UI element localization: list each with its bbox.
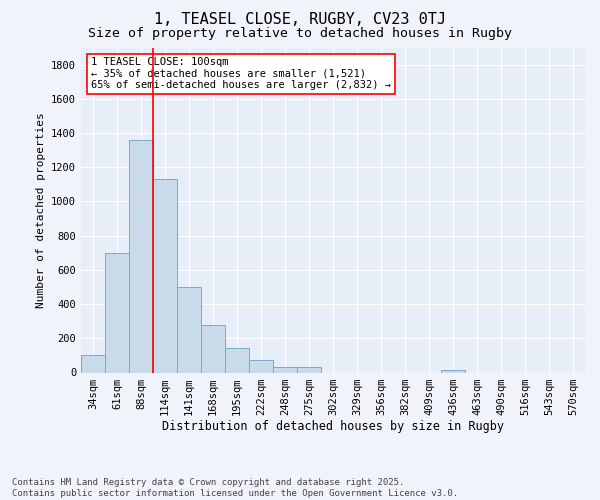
Bar (297, 368, 321, 372)
Bar (273, 366, 297, 372)
X-axis label: Distribution of detached houses by size in Rugby: Distribution of detached houses by size … (162, 420, 504, 434)
Bar (129, 140, 153, 372)
Bar (177, 287, 201, 372)
Bar (81, 356, 105, 372)
Bar (153, 179, 177, 372)
Bar (201, 324, 225, 372)
Text: 1 TEASEL CLOSE: 100sqm
← 35% of detached houses are smaller (1,521)
65% of semi-: 1 TEASEL CLOSE: 100sqm ← 35% of detached… (91, 57, 391, 90)
Bar (225, 348, 249, 372)
Text: 1, TEASEL CLOSE, RUGBY, CV23 0TJ: 1, TEASEL CLOSE, RUGBY, CV23 0TJ (154, 12, 446, 28)
Y-axis label: Number of detached properties: Number of detached properties (35, 112, 46, 308)
Text: Contains HM Land Registry data © Crown copyright and database right 2025.
Contai: Contains HM Land Registry data © Crown c… (12, 478, 458, 498)
Bar (105, 253, 129, 372)
Text: Size of property relative to detached houses in Rugby: Size of property relative to detached ho… (88, 28, 512, 40)
Bar (441, 370, 465, 372)
Bar (249, 360, 273, 372)
